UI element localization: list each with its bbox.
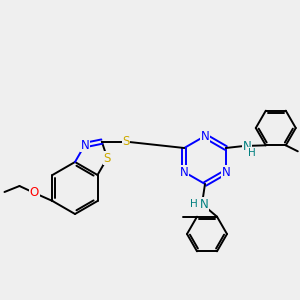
Text: N: N [200,197,208,211]
Text: N: N [180,166,189,178]
Text: N: N [242,140,251,152]
Text: O: O [30,187,39,200]
Text: S: S [103,152,111,165]
Text: N: N [80,139,89,152]
Text: H: H [248,148,256,158]
Text: N: N [201,130,209,142]
Text: H: H [190,199,198,209]
Text: S: S [122,135,130,148]
Text: N: N [221,166,230,178]
